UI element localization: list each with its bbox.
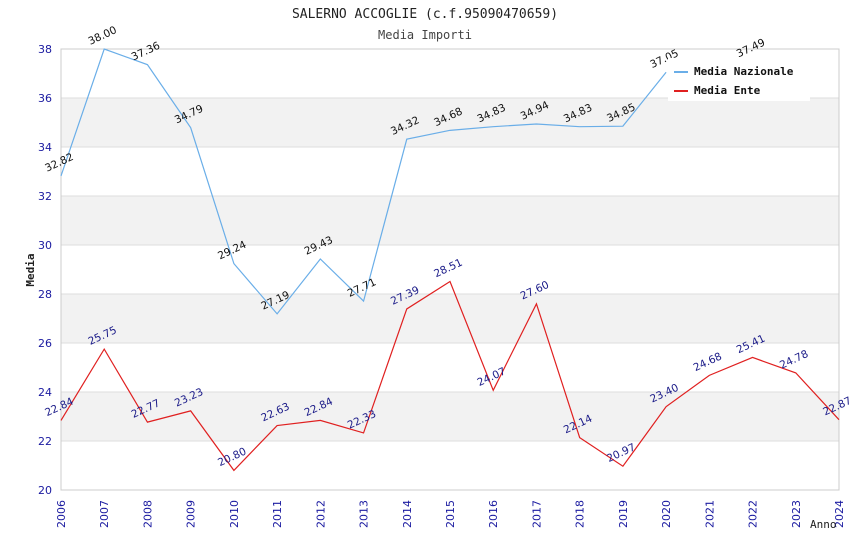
y-tick-label: 36 [38,92,52,105]
y-axis-ticks: 20 22 24 26 28 30 32 34 36 38 [38,43,52,497]
grid-band [61,392,839,441]
y-tick-label: 38 [38,43,52,56]
legend-label-nazionale: Media Nazionale [694,65,794,78]
legend-label-ente: Media Ente [694,84,761,97]
y-tick-label: 24 [38,386,52,399]
series-line-ente [60,280,840,472]
x-tick-label: 2007 [98,500,111,528]
y-tick-label: 26 [38,337,52,350]
y-axis-label: Media [24,253,37,286]
grid-band [61,343,839,392]
grid-band [61,196,839,245]
x-tick-label: 2021 [703,500,716,528]
x-tick-label: 2013 [358,500,371,528]
chart-title: SALERNO ACCOGLIE (c.f.95090470659) [292,7,558,22]
series-line-nazionale [60,48,667,315]
x-tick-label: 2012 [314,500,327,528]
x-tick-label: 2017 [530,500,543,528]
x-tick-label: 2023 [790,500,803,528]
x-tick-label: 2020 [660,500,673,528]
y-tick-label: 20 [38,484,52,497]
legend: Media Nazionale Media Ente [668,58,810,101]
x-tick-label: 2015 [444,500,457,528]
x-tick-label: 2016 [487,500,500,528]
x-tick-label: 2014 [401,500,414,528]
x-tick-label: 2018 [574,500,587,528]
x-tick-label: 2022 [747,500,760,528]
y-tick-label: 34 [38,141,52,154]
x-axis-label: Anno [810,518,837,531]
grid-bands [60,48,840,491]
x-tick-label: 2009 [185,500,198,528]
x-tick-label: 2011 [271,500,284,528]
grid-band [61,441,839,490]
y-tick-label: 32 [38,190,52,203]
grid-band [61,294,839,343]
x-tick-label: 2008 [141,500,154,528]
grid-band [61,245,839,294]
chart-subtitle: Media Importi [378,28,472,42]
x-tick-label: 2006 [55,500,68,528]
x-tick-label: 2010 [228,500,241,528]
y-tick-label: 30 [38,239,52,252]
x-tick-label: 2024 [833,500,846,528]
plot-border [60,48,840,491]
x-tick-label: 2019 [617,500,630,528]
x-axis-ticks: 2006 2007 2008 2009 2010 2011 2012 2013 2014 2015… [55,500,846,528]
grid-band [61,147,839,196]
legend-box [668,58,810,101]
grid-band [61,98,839,147]
data-label: 38.00 [86,24,118,48]
series-group [60,48,840,472]
y-tick-label: 22 [38,435,52,448]
y-tick-label: 28 [38,288,52,301]
